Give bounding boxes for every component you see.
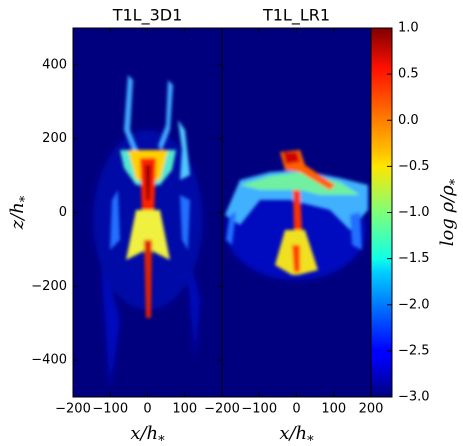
- colorbar-tick-label: −1.0: [398, 205, 430, 220]
- colorbar-tick-label: −1.5: [398, 251, 430, 266]
- y-tick-label: 400: [42, 57, 67, 72]
- x-tick-label: −200: [204, 402, 240, 417]
- x-tick-label: 100: [321, 402, 346, 417]
- x-tick-label: 200: [359, 402, 384, 417]
- axis-label-subscript: *: [448, 178, 463, 185]
- colorbar-tick-label: −3.0: [398, 390, 430, 405]
- axis-label-text: x/h: [279, 423, 307, 444]
- axis-label-text: log ρ/ρ: [437, 185, 458, 246]
- panel-title: T1L_LR1: [262, 6, 330, 26]
- x-tick-label: 0: [292, 402, 300, 417]
- axis-label: log ρ/ρ*: [437, 178, 463, 246]
- x-tick-label: −200: [55, 402, 91, 417]
- density-image: [93, 75, 203, 390]
- colorbar-tick-label: −2.5: [398, 343, 430, 358]
- panel-title: T1L_3D1: [112, 6, 183, 26]
- axis-label-text: z/h: [7, 202, 28, 230]
- colorbar-tick-label: 1.0: [398, 21, 419, 36]
- axis-label: z/h*: [7, 195, 33, 230]
- colorbar-tick-label: −0.5: [398, 159, 430, 174]
- axis-label: x/h*: [130, 423, 165, 446]
- x-tick-label: −100: [92, 402, 128, 417]
- x-tick-label: −100: [241, 402, 277, 417]
- x-tick-label: 100: [172, 402, 197, 417]
- colorbar-tick-label: 0.5: [398, 67, 419, 82]
- y-tick-label: 0: [59, 205, 67, 220]
- colorbar-tick-label: −2.0: [398, 297, 430, 312]
- axis-label-text: x/h: [130, 423, 158, 444]
- colorbar-tick-label: 0.0: [398, 113, 419, 128]
- axis-label-subscript: *: [18, 195, 33, 202]
- density-image: [225, 150, 368, 280]
- y-tick-label: −200: [31, 279, 67, 294]
- axis-label-subscript: *: [158, 434, 165, 446]
- y-tick-label: 200: [42, 131, 67, 146]
- y-tick-label: −400: [31, 353, 67, 368]
- axis-label: x/h*: [279, 423, 314, 446]
- axis-label-subscript: *: [307, 434, 314, 446]
- x-tick-label: 0: [143, 402, 151, 417]
